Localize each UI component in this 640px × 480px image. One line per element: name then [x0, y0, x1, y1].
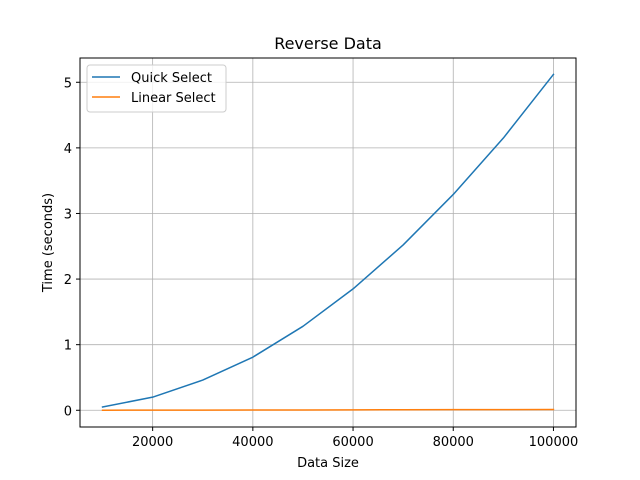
x-tick-label: 100000 — [529, 435, 579, 450]
y-tick-label: 5 — [64, 76, 72, 91]
legend-box — [86, 64, 227, 113]
legend-label-quick-select: Quick Select — [131, 71, 212, 86]
series-line-linear-select — [101, 408, 555, 411]
x-tick-label: 20000 — [132, 435, 173, 450]
x-axis-label: Data Size — [297, 456, 359, 471]
legend: Quick Select Linear Select — [86, 64, 227, 113]
y-tick-label: 1 — [64, 339, 72, 354]
y-tick-label: 0 — [64, 404, 72, 419]
x-tick-label: 80000 — [433, 435, 474, 450]
plot-area — [80, 58, 576, 427]
chart-title: Reverse Data — [274, 34, 382, 53]
y-tick-label: 4 — [64, 142, 72, 157]
x-tick-label: 40000 — [232, 435, 273, 450]
x-tick-label: 60000 — [332, 435, 373, 450]
grid-layer — [80, 58, 576, 427]
y-tick-label: 3 — [64, 207, 72, 222]
plot-frame — [79, 57, 577, 428]
y-axis-label: Time (seconds) — [41, 193, 56, 293]
y-tick-label: 2 — [64, 273, 72, 288]
series-line-quick-select — [101, 73, 555, 408]
tick-layer: 20000 40000 60000 80000 100000 0 1 2 3 4 5 — [64, 76, 579, 450]
legend-label-linear-select: Linear Select — [131, 91, 216, 106]
series-layer — [101, 73, 555, 411]
